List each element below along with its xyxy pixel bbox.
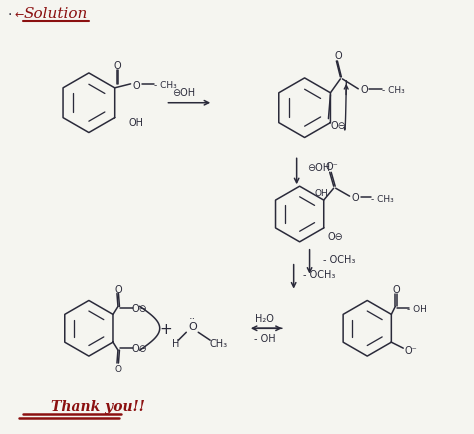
Text: OH: OH <box>315 188 328 197</box>
Text: Thank you!!: Thank you!! <box>51 399 145 413</box>
Text: - OH: - OH <box>254 333 276 343</box>
Text: O⁻: O⁻ <box>325 162 338 172</box>
Text: O: O <box>335 51 342 61</box>
Text: H₂O: H₂O <box>255 314 274 324</box>
Text: OH: OH <box>128 117 144 127</box>
Text: CH₃: CH₃ <box>209 339 227 349</box>
Text: - CH₃: - CH₃ <box>371 194 394 203</box>
Text: O: O <box>360 85 368 95</box>
Text: O⊖: O⊖ <box>132 343 148 353</box>
Text: ⊖OH: ⊖OH <box>307 163 330 173</box>
Text: O: O <box>392 284 400 294</box>
Text: - OCH₃: - OCH₃ <box>303 269 336 279</box>
Text: ·: · <box>7 8 11 22</box>
Text: ··: ·· <box>189 314 196 324</box>
Text: O⁻: O⁻ <box>405 345 418 355</box>
Text: O: O <box>352 193 359 203</box>
Text: +: + <box>159 321 172 336</box>
Text: O: O <box>133 81 140 91</box>
Text: O: O <box>188 322 197 332</box>
Text: ⊖OH: ⊖OH <box>172 88 195 98</box>
Text: - OH: - OH <box>407 304 427 313</box>
Text: O: O <box>114 61 121 71</box>
Text: ←: ← <box>15 10 24 20</box>
Text: H: H <box>172 339 179 349</box>
Text: - OCH₃: - OCH₃ <box>323 254 356 264</box>
Text: O⊖: O⊖ <box>328 231 344 241</box>
Text: - CH₃: - CH₃ <box>154 81 177 90</box>
Text: O⊖: O⊖ <box>132 304 148 314</box>
Text: O⊖: O⊖ <box>330 120 346 130</box>
Text: O: O <box>114 284 122 294</box>
Text: - CH₃: - CH₃ <box>382 86 404 95</box>
Text: O: O <box>114 364 121 373</box>
Text: Solution: Solution <box>24 7 88 21</box>
